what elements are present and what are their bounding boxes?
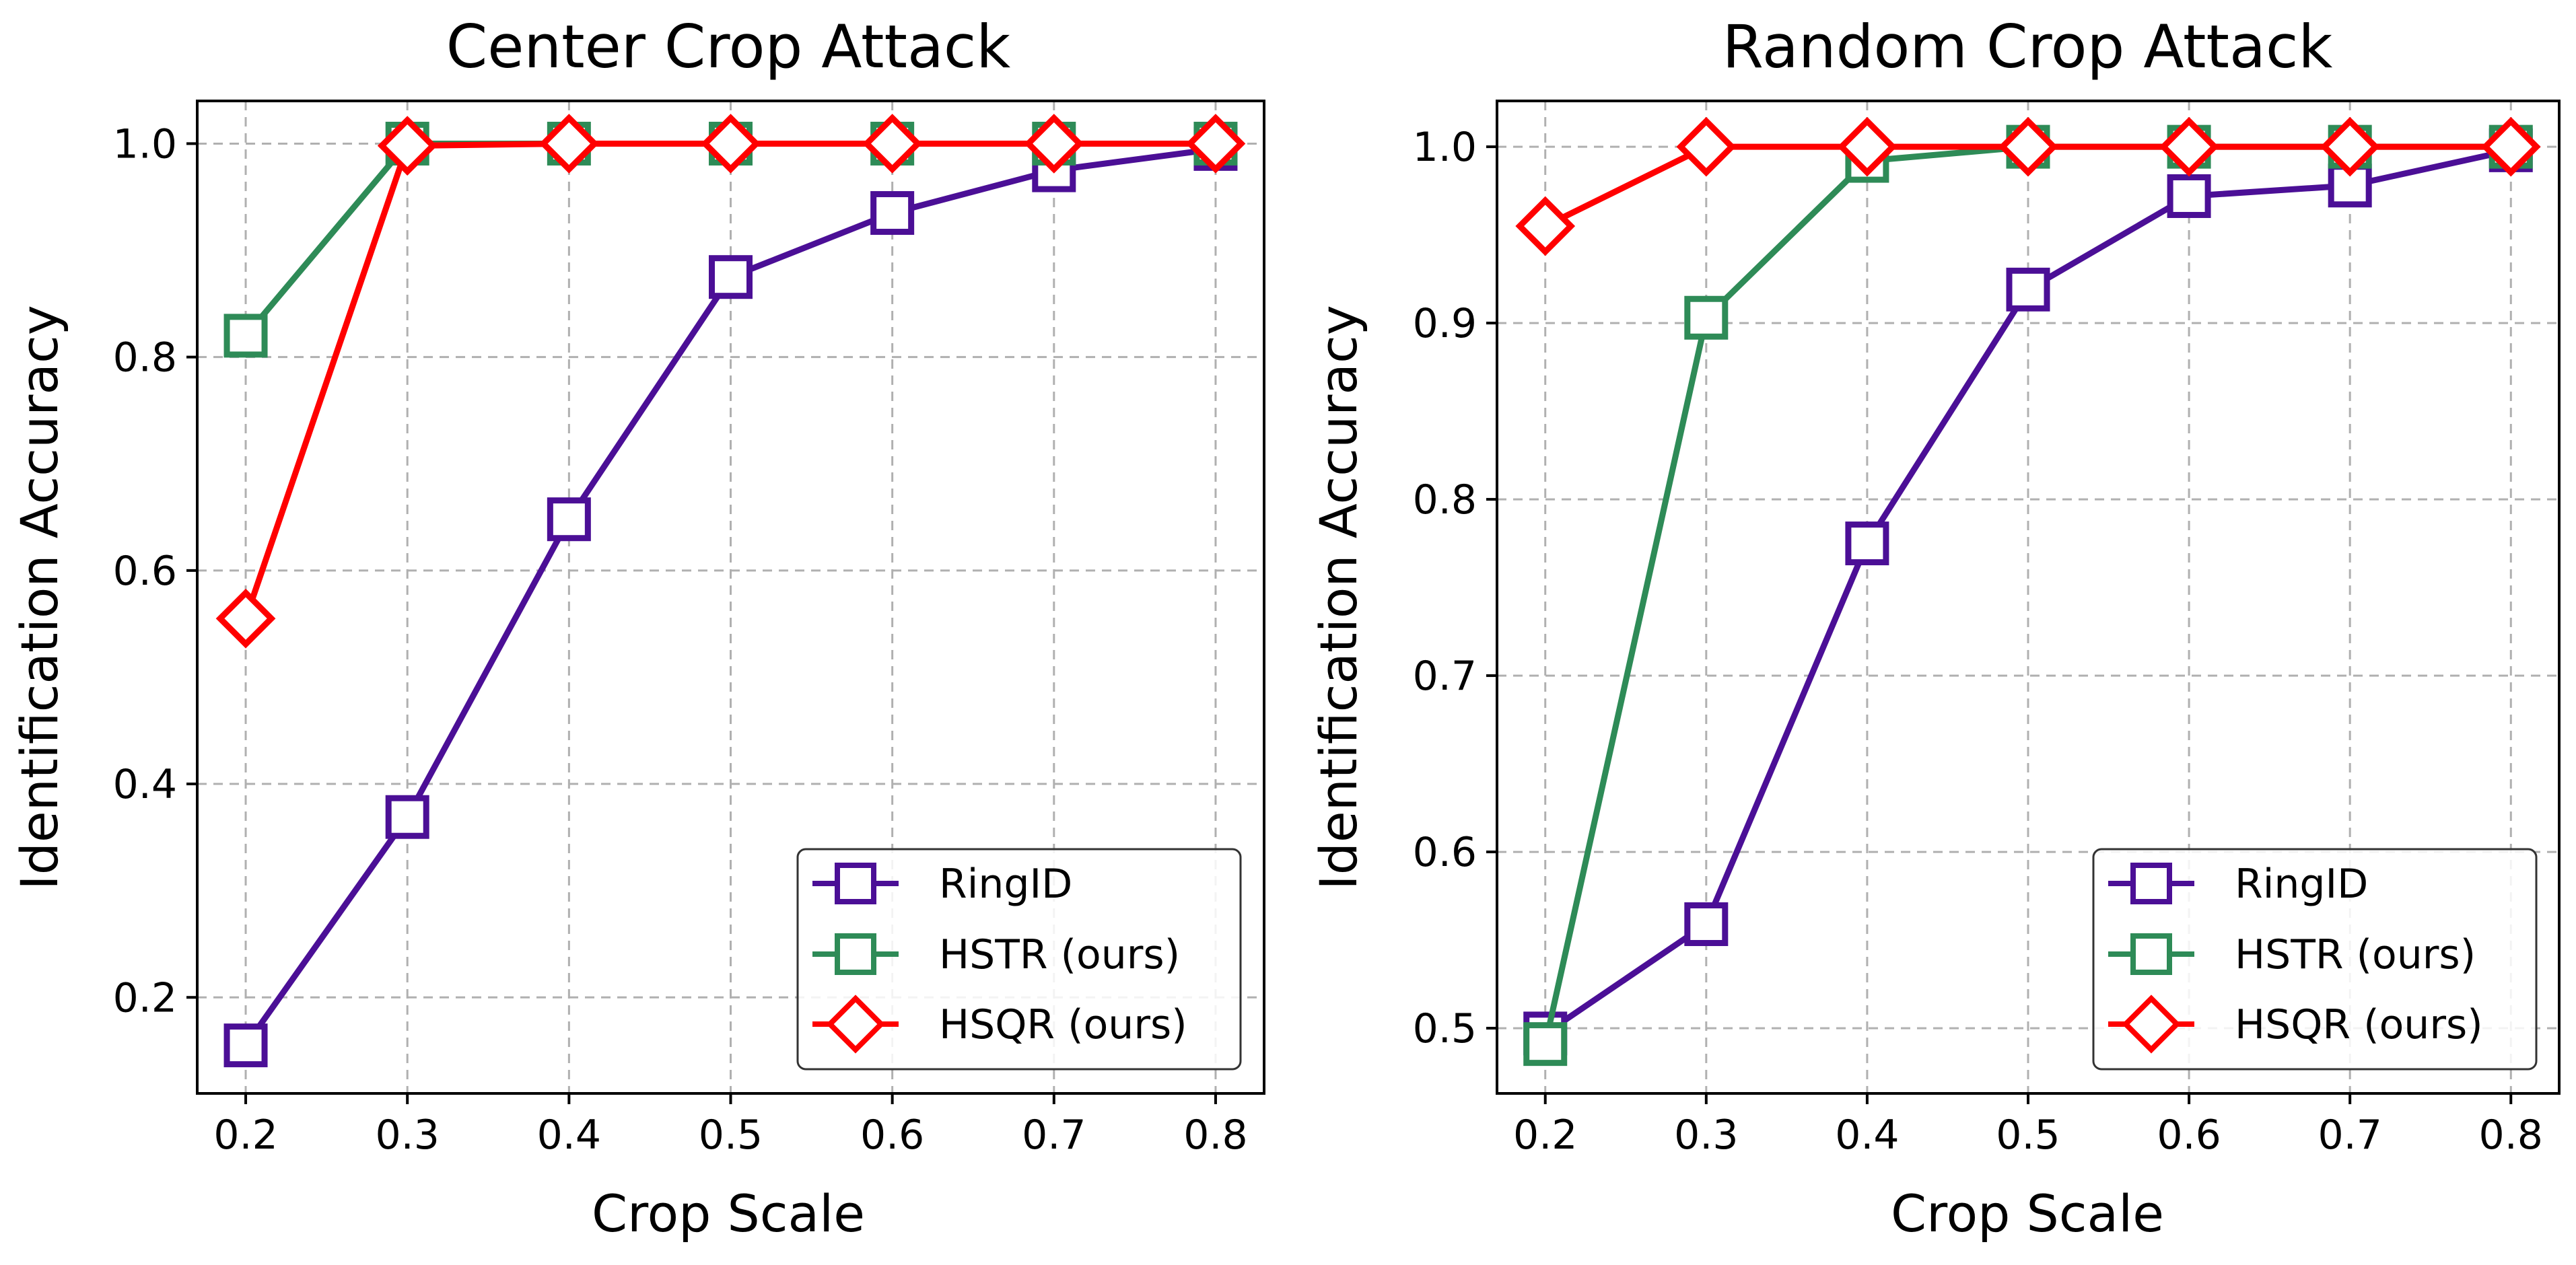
legend-label: HSQR (ours)	[939, 1001, 1187, 1048]
legend-label: HSTR (ours)	[2235, 931, 2476, 978]
x-axis-label: Crop Scale	[1891, 1184, 2164, 1243]
x-tick-label: 0.7	[1022, 1112, 1086, 1159]
y-tick-label: 0.4	[113, 761, 177, 808]
legend-label: HSTR (ours)	[939, 931, 1180, 978]
legend-box	[796, 848, 1242, 1071]
random-crop-panel: Random Crop Attack 0.2 0.3 0.4 0.5 0.6 0.7 0.8…	[1309, 12, 2561, 1243]
y-tick-label: 0.5	[1413, 1005, 1477, 1052]
data-point-ringid	[709, 255, 753, 299]
y-tick-label: 0.6	[113, 548, 177, 595]
series-layer	[1515, 116, 2541, 1067]
data-point-hsqr-ours	[701, 114, 761, 174]
y-tick-label: 0.9	[1413, 300, 1477, 347]
legend-entry-ringid: RingID	[2108, 861, 2368, 908]
legend-entry-hstr: HSTR (ours)	[812, 931, 1180, 978]
legend-marker-square	[2130, 863, 2172, 904]
legend-label: HSQR (ours)	[2235, 1001, 2483, 1048]
data-point-hsqr-ours	[1515, 196, 1576, 256]
legend-label: RingID	[939, 861, 1072, 908]
data-point-hsqr-ours	[215, 588, 276, 649]
legend: RingID HSTR (ours) HSQR (ours)	[2092, 848, 2538, 1071]
legend-label: RingID	[2235, 861, 2368, 908]
tick-layer: 0.2 0.3 0.4 0.5 0.6 0.7 0.8 0.5 0.6 0.7 0.8 0.9 1.0	[1413, 124, 2543, 1159]
x-tick-label: 0.5	[1996, 1112, 2060, 1159]
y-tick-label: 0.2	[113, 974, 177, 1021]
legend-marker-diamond	[2122, 995, 2181, 1054]
data-point-ringid	[870, 191, 915, 236]
data-point-ringid	[547, 497, 591, 542]
data-point-hsqr-ours	[1998, 116, 2058, 177]
y-tick-label: 1.0	[113, 120, 177, 168]
data-point-hstr-ours	[223, 314, 268, 358]
data-point-ringid	[1684, 902, 1729, 946]
data-point-hstr-ours	[1684, 295, 1729, 340]
x-tick-label: 0.8	[1183, 1112, 1247, 1159]
legend-marker-square	[835, 863, 876, 904]
legend-box	[2092, 848, 2538, 1071]
data-point-hsqr-ours	[538, 114, 599, 174]
y-tick-label: 0.6	[1413, 829, 1477, 876]
data-point-hsqr-ours	[2159, 116, 2219, 177]
x-tick-label: 0.5	[699, 1112, 763, 1159]
data-point-hsqr-ours	[1676, 116, 1737, 177]
data-point-ringid	[385, 795, 429, 839]
data-point-hsqr-ours	[1024, 114, 1084, 174]
legend-entry-hstr: HSTR (ours)	[2108, 931, 2476, 978]
data-point-hstr-ours	[1523, 1022, 1568, 1067]
y-axis-label: Identification Accuracy	[9, 305, 69, 890]
legend: RingID HSTR (ours) HSQR (ours)	[796, 848, 1242, 1071]
x-tick-label: 0.4	[537, 1112, 601, 1159]
data-point-ringid	[2167, 174, 2211, 218]
tick-layer: 0.2 0.3 0.4 0.5 0.6 0.7 0.8 0.2 0.4 0.6 0.8 1.0	[113, 120, 1248, 1159]
data-point-ringid	[1845, 521, 1889, 566]
chart-title: Center Crop Attack	[446, 12, 1010, 81]
y-axis-label: Identification Accuracy	[1309, 305, 1368, 890]
data-point-hsqr-ours	[377, 116, 438, 176]
legend-marker-diamond	[826, 995, 885, 1054]
x-tick-label: 0.7	[2318, 1112, 2381, 1159]
x-tick-label: 0.6	[2157, 1112, 2221, 1159]
y-tick-label: 0.8	[113, 334, 177, 382]
data-point-ringid	[2006, 267, 2050, 312]
legend-marker-square	[835, 933, 876, 975]
x-tick-label: 0.8	[2479, 1112, 2543, 1159]
legend-entry-hsqr: HSQR (ours)	[2108, 995, 2483, 1054]
x-axis-label: Crop Scale	[592, 1184, 865, 1243]
x-tick-label: 0.3	[375, 1112, 439, 1159]
y-tick-label: 1.0	[1413, 124, 1477, 171]
data-point-ringid	[223, 1023, 268, 1068]
data-point-hsqr-ours	[2480, 116, 2541, 177]
series-layer	[215, 114, 1246, 1068]
y-tick-label: 0.7	[1413, 653, 1477, 700]
legend-marker-square	[2130, 933, 2172, 975]
data-point-hsqr-ours	[1837, 116, 1898, 177]
chart-title: Random Crop Attack	[1722, 12, 2333, 81]
legend-entry-ringid: RingID	[812, 861, 1072, 908]
x-tick-label: 0.2	[1513, 1112, 1577, 1159]
x-tick-label: 0.6	[860, 1112, 924, 1159]
y-tick-label: 0.8	[1413, 476, 1477, 523]
data-point-hsqr-ours	[862, 114, 923, 174]
data-point-hsqr-ours	[1185, 114, 1246, 174]
data-point-hsqr-ours	[2320, 116, 2380, 177]
x-tick-label: 0.4	[1835, 1112, 1899, 1159]
center-crop-panel: Center Crop Attack 0.2 0.3 0.4 0.5 0.6 0.7 0.8…	[9, 12, 1265, 1243]
x-tick-label: 0.2	[213, 1112, 277, 1159]
legend-entry-hsqr: HSQR (ours)	[812, 995, 1187, 1054]
x-tick-label: 0.3	[1674, 1112, 1738, 1159]
